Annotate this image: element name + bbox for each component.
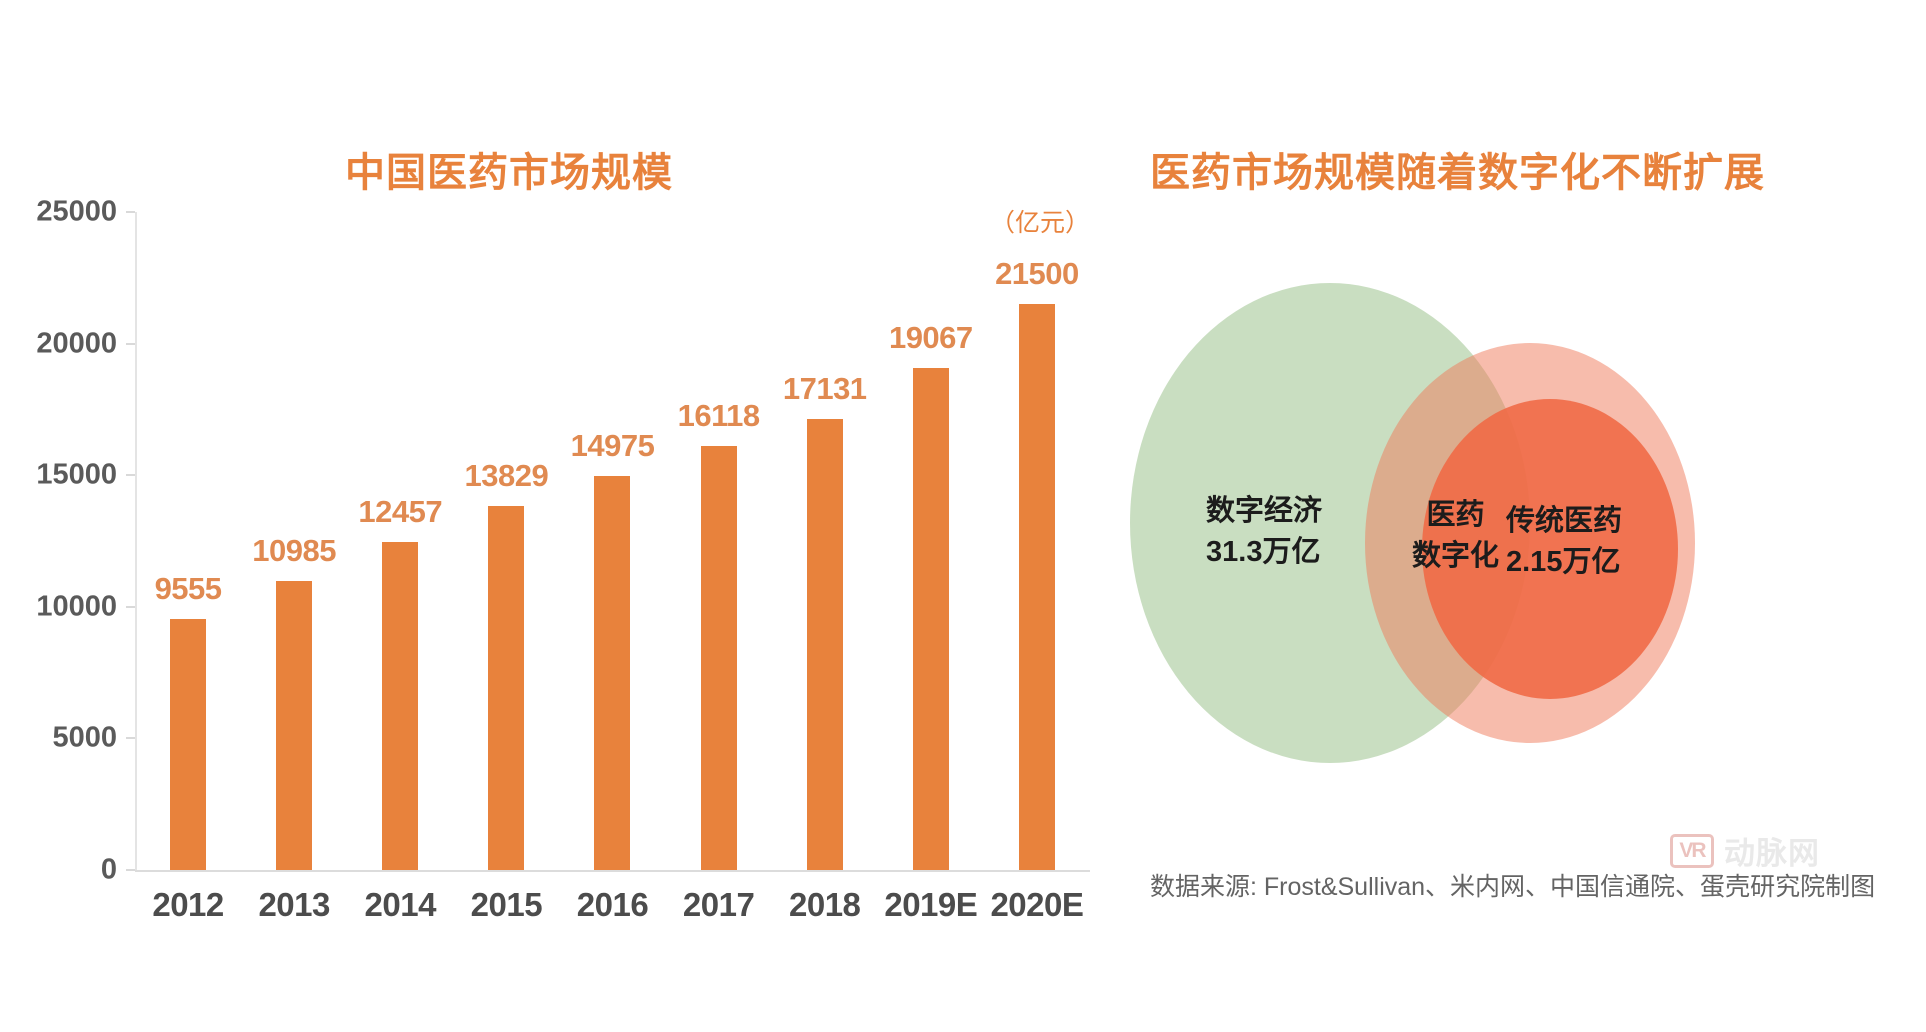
bar-group: 17131 2018 bbox=[772, 212, 878, 923]
bar-chart-panel: 中国医药市场规模 （亿元） 0 5000 10000 15000 20000 25000 … bbox=[36, 151, 1091, 923]
bar-value-label: 10985 bbox=[252, 532, 337, 568]
bar bbox=[382, 542, 419, 870]
x-axis-category-label: 2018 bbox=[788, 886, 861, 923]
y-axis-tick-label: 5000 bbox=[52, 721, 117, 754]
x-axis-category-label: 2020E bbox=[990, 886, 1084, 923]
bar-group: 13829 2015 bbox=[453, 212, 559, 923]
bar-value-label: 16118 bbox=[677, 397, 761, 433]
watermark-text: 动脉网 bbox=[1724, 836, 1820, 871]
venn-label-traditional-pharma-line1: 传统医药 bbox=[1506, 505, 1623, 537]
venn-label-digital-economy-line2: 31.3万亿 bbox=[1206, 536, 1321, 569]
y-axis-tick-label: 20000 bbox=[36, 327, 117, 360]
y-axis-tick-label: 25000 bbox=[36, 195, 117, 228]
y-axis-tick-label: 15000 bbox=[36, 458, 117, 491]
bar bbox=[276, 580, 313, 870]
x-axis-category-label: 2013 bbox=[258, 886, 330, 923]
bar-value-label: 21500 bbox=[995, 256, 1079, 292]
venn-label-traditional-pharma-line2: 2.15万亿 bbox=[1506, 546, 1621, 579]
bar-value-label: 12457 bbox=[358, 494, 443, 530]
bar-group: 12457 2014 bbox=[347, 212, 453, 923]
bar bbox=[912, 368, 949, 870]
chart-unit-label: （亿元） bbox=[990, 209, 1091, 237]
chart-title: 中国医药市场规模 bbox=[345, 151, 673, 195]
bar-value-label: 19067 bbox=[888, 320, 973, 356]
bar-series: 9555 2012 10985 2013 12457 2014 13829 2015 14975… bbox=[135, 212, 1090, 923]
watermark-logo-icon: VR bbox=[1670, 833, 1714, 868]
venn-label-digital-economy-line1: 数字经济 bbox=[1206, 495, 1323, 527]
venn-panel: 医药市场规模随着数字化不断扩展 数字经济 31.3万亿 医药 数字化 传统医药 … bbox=[1110, 0, 1926, 1032]
bar-value-label: 17131 bbox=[782, 371, 867, 407]
y-axis-tick-mark bbox=[126, 342, 135, 345]
bar bbox=[488, 506, 525, 870]
venn-label-digital-economy: 数字经济 31.3万亿 bbox=[1206, 491, 1322, 573]
y-axis-tick-mark bbox=[126, 211, 135, 213]
y-axis-tick-mark bbox=[126, 605, 135, 608]
y-axis-tick-mark bbox=[126, 737, 135, 740]
x-axis-category-label: 2012 bbox=[152, 886, 224, 923]
venn-title: 医药市场规模随着数字化不断扩展 bbox=[1150, 151, 1765, 195]
y-axis-tick-mark bbox=[126, 869, 135, 871]
bar-value-label: 14975 bbox=[570, 427, 655, 463]
x-axis-category-label: 2017 bbox=[682, 886, 755, 923]
x-axis-category-label: 2016 bbox=[576, 886, 649, 923]
x-axis-category-label: 2014 bbox=[364, 886, 437, 923]
venn-label-pharma-digitalization-line1: 医药 bbox=[1426, 499, 1485, 531]
bar-value-label: 13829 bbox=[464, 458, 549, 494]
source-note: 数据来源: Frost&Sullivan、米内网、中国信通院、蛋壳研究院制图 bbox=[1150, 873, 1876, 901]
y-axis-tick-label: 0 bbox=[100, 853, 117, 886]
bar-group: 14975 2016 bbox=[559, 212, 665, 923]
venn-label-pharma-digitalization: 医药 数字化 bbox=[1412, 495, 1499, 577]
venn-label-traditional-pharma: 传统医药 2.15万亿 bbox=[1506, 501, 1622, 583]
x-axis-category-label: 2015 bbox=[470, 886, 543, 923]
bar-group: 16118 2017 bbox=[666, 212, 772, 923]
bar bbox=[1018, 304, 1055, 870]
bar bbox=[170, 618, 207, 870]
bar-group: 19067 2019E bbox=[878, 212, 984, 923]
x-axis-line bbox=[135, 870, 1090, 872]
bar-group: 21500 2020E bbox=[984, 212, 1090, 923]
venn-circle-traditional-pharma bbox=[1422, 399, 1678, 699]
bar-value-label: 9555 bbox=[154, 570, 222, 606]
venn-label-pharma-digitalization-line2: 数字化 bbox=[1412, 540, 1500, 573]
bar-chart-plot-area: 0 5000 10000 15000 20000 25000 9555 2012 10985 2… bbox=[36, 196, 1090, 923]
y-axis-tick-label: 10000 bbox=[36, 590, 117, 623]
y-axis-line bbox=[135, 212, 137, 872]
bar bbox=[700, 445, 737, 870]
watermark: VR 动脉网 bbox=[1670, 828, 1820, 873]
x-axis-category-label: 2019E bbox=[884, 886, 978, 923]
y-axis-tick-mark bbox=[126, 474, 135, 477]
bar bbox=[594, 475, 631, 870]
venn-diagram: 数字经济 31.3万亿 医药 数字化 传统医药 2.15万亿 数据来源: Fro… bbox=[1110, 255, 1926, 901]
bar bbox=[806, 419, 843, 870]
bar-group: 10985 2013 bbox=[241, 212, 347, 923]
bar-group: 9555 2012 bbox=[135, 212, 241, 923]
